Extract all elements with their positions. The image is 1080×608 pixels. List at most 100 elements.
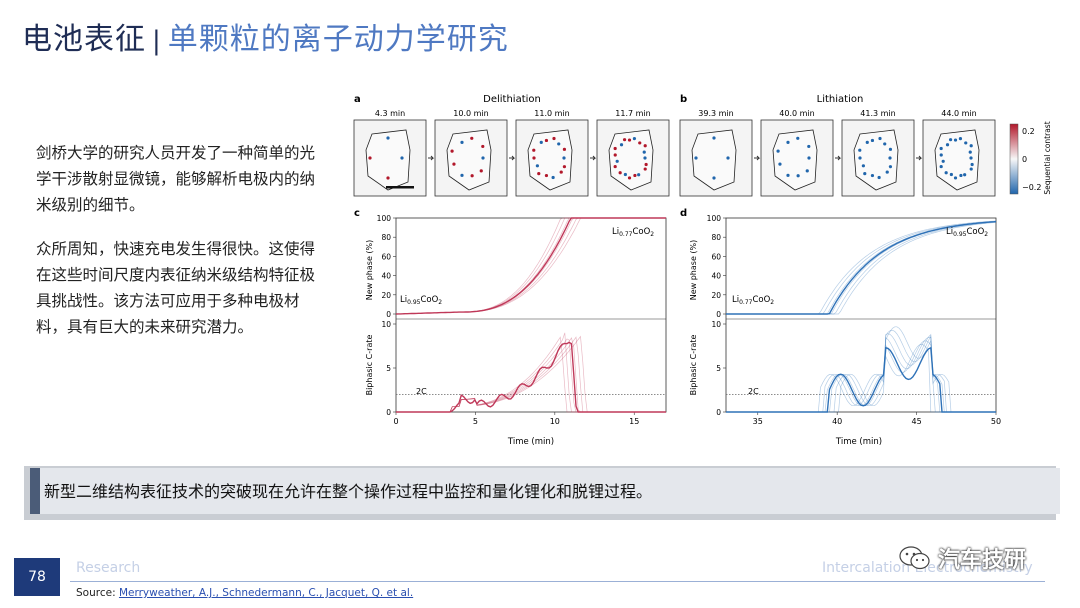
micrograph-row: 4.3 min 10.0 min 11.0 min 11.7 min 39.3 min 4…: [353, 109, 996, 197]
panel-c-ytick-bottom-label: 10: [381, 320, 391, 329]
panel-c-crate-trace-0: [396, 341, 666, 413]
panel-d-xtick-label: 50: [991, 417, 1001, 426]
panel-d-phase-trace-5: [726, 221, 997, 315]
contrast-spot: [615, 159, 619, 163]
contrast-spot: [807, 144, 811, 149]
watermark-text: 汽车技研: [938, 548, 1027, 573]
contrast-spot: [562, 165, 567, 169]
contrast-spot: [544, 173, 549, 178]
panel-d-xtick-label: 35: [753, 417, 763, 426]
contrast-spot: [878, 136, 882, 141]
panel-c-phase-trace-4: [395, 217, 666, 315]
body-text: 剑桥大学的研究人员开发了一种简单的光学干涉散射显微镜，能够解析电极内的纳米级别的…: [36, 140, 326, 358]
sequence-arrow: [509, 155, 516, 161]
research-figure: a Delithiation b Lithiation 4.3 min 10.0 …: [353, 94, 1052, 447]
summary-banner: [30, 468, 1060, 514]
c-rate-label: 2C: [416, 387, 427, 396]
contrast-spot: [861, 164, 865, 168]
panel-d-phase-trace-6: [726, 222, 997, 315]
contrast-spot: [539, 140, 543, 144]
contrast-spot: [613, 164, 617, 169]
source-link[interactable]: Merryweather, A.J., Schnedermann, C., Ja…: [118, 587, 414, 599]
contrast-spot: [885, 170, 889, 174]
contrast-spot: [712, 136, 716, 140]
contrast-spot: [939, 146, 943, 151]
contrast-spot: [958, 137, 963, 141]
panel-c-ytick-top-label: 100: [377, 214, 392, 223]
footer-topic: Intercalation Electrochemistry: [822, 560, 1033, 576]
panel-b-time-1: 40.0 min: [779, 109, 814, 118]
panel-c-crate-trace-5: [396, 336, 666, 413]
panel-c-phase-trace-3: [395, 217, 666, 315]
contrast-spot: [386, 136, 390, 140]
contrast-spot: [858, 148, 862, 152]
contrast-spot: [481, 156, 485, 160]
contrast-spot: [805, 169, 809, 173]
panel-b-letter: b: [680, 94, 687, 105]
panel-c-xtick-label: 15: [629, 417, 639, 426]
contrast-spot: [632, 137, 637, 141]
contrast-spot: [537, 172, 541, 176]
contrast-spot: [643, 156, 647, 160]
contrast-spot: [776, 149, 780, 153]
contrast-spot: [953, 138, 958, 142]
contrast-spot: [557, 142, 561, 146]
contrast-spot: [619, 143, 624, 147]
contrast-spot: [562, 156, 566, 160]
panel-c-xtick-label: 5: [473, 417, 478, 426]
contrast-spot: [969, 144, 973, 148]
panel-d-phase-trace-4: [726, 221, 997, 315]
contrast-spot: [778, 162, 782, 166]
contrast-spot: [386, 176, 390, 180]
panel-c-frame: [395, 217, 667, 413]
contrast-spot: [532, 148, 536, 152]
contrast-spot: [883, 142, 887, 146]
panel-c-crate-trace-1: [396, 336, 666, 413]
contrast-spot: [870, 173, 875, 178]
panel-a-title: Delithiation: [483, 94, 541, 105]
contrast-spot: [613, 153, 617, 157]
panel-b-time-3: 44.0 min: [941, 109, 976, 118]
contrast-spot: [858, 156, 862, 160]
contrast-spot: [559, 170, 563, 174]
panel-d-phase-trace-0: [726, 220, 997, 315]
c-top-composition: Li0.77CoO2: [612, 227, 654, 238]
contrast-spot: [562, 147, 567, 151]
d-xlabel: Time (min): [835, 437, 882, 447]
panel-c-ytick-top-label: 0: [386, 310, 391, 319]
c-bottom-composition: Li0.95CoO2: [400, 295, 442, 306]
contrast-spot: [618, 171, 622, 175]
contrast-spot: [796, 136, 800, 140]
d-top-composition: Li0.95CoO2: [946, 227, 988, 238]
panel-c-crate-trace-2: [396, 332, 666, 413]
contrast-spot: [552, 136, 556, 141]
panel-c-xtick-label: 10: [550, 417, 560, 426]
panel-c-phase-trace-0: [395, 217, 666, 315]
contrast-spot: [941, 159, 945, 163]
contrast-spot: [969, 167, 973, 171]
contrast-spot: [627, 176, 632, 180]
contrast-spot: [460, 173, 464, 177]
c-ylabel-top: New phase (%): [365, 240, 374, 301]
contrast-spot: [939, 164, 943, 169]
body-paragraph-2: 众所周知，快速充电发生得很快。这使得在这些时间尺度内表征纳米级结构特征极具挑战性…: [36, 240, 316, 336]
contrast-spot: [968, 150, 972, 154]
footer-section: Research: [76, 560, 141, 576]
d-ylabel-bottom: Biphasic C-rate: [689, 335, 698, 396]
contrast-spot: [544, 138, 549, 143]
contrast-spot: [969, 156, 973, 160]
panel-d-crate-trace-1: [726, 343, 996, 413]
contrast-spot: [796, 174, 800, 178]
body-paragraph-1: 剑桥大学的研究人员开发了一种简单的光学干涉散射显微镜，能够解析电极内的纳米级别的…: [36, 144, 316, 214]
panel-c-phase-trace-1: [395, 217, 666, 315]
panel-d-frame: [725, 217, 997, 413]
contrast-spot: [939, 153, 943, 157]
colorbar: [1009, 123, 1019, 195]
contrast-spot: [638, 141, 642, 145]
contrast-spot: [644, 162, 648, 167]
panel-c-xtick-label: 0: [393, 417, 398, 426]
contrast-spot: [963, 173, 967, 177]
panel-d-ytick-top-label: 40: [711, 272, 721, 281]
panel-c-ytick-bottom-label: 0: [386, 408, 391, 417]
contrast-spot: [959, 173, 963, 178]
